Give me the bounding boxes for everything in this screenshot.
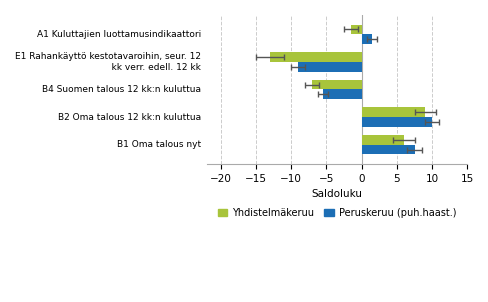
Bar (322, 89, 361, 99)
Bar (312, 80, 361, 89)
X-axis label: Saldoluku: Saldoluku (311, 189, 362, 199)
Bar (361, 135, 403, 145)
Bar (361, 34, 371, 44)
Bar (361, 145, 414, 154)
Bar (361, 108, 424, 117)
Legend: Yhdistelmäkeruu, Peruskeruu (puh.haast.): Yhdistelmäkeruu, Peruskeruu (puh.haast.) (213, 204, 459, 222)
Bar (350, 25, 361, 34)
Bar (269, 52, 361, 62)
Bar (298, 62, 361, 72)
Bar (361, 117, 431, 127)
